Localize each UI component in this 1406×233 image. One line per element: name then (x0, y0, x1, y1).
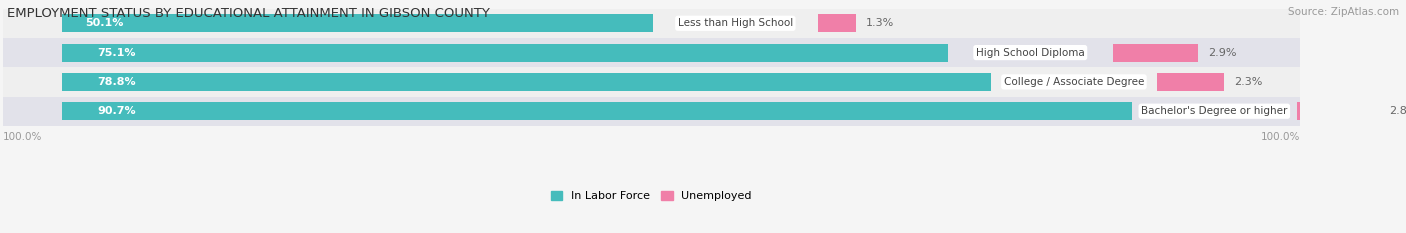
Text: High School Diploma: High School Diploma (976, 48, 1084, 58)
Bar (1296, 102, 1379, 120)
Text: 2.3%: 2.3% (1234, 77, 1263, 87)
Text: 90.7%: 90.7% (97, 106, 136, 116)
Legend: In Labor Force, Unemployed: In Labor Force, Unemployed (551, 191, 752, 201)
Bar (1157, 73, 1225, 91)
Text: Source: ZipAtlas.com: Source: ZipAtlas.com (1288, 7, 1399, 17)
Text: 75.1%: 75.1% (97, 48, 135, 58)
Text: Less than High School: Less than High School (678, 18, 793, 28)
Text: 2.8%: 2.8% (1389, 106, 1406, 116)
Text: 1.3%: 1.3% (866, 18, 894, 28)
Text: EMPLOYMENT STATUS BY EDUCATIONAL ATTAINMENT IN GIBSON COUNTY: EMPLOYMENT STATUS BY EDUCATIONAL ATTAINM… (7, 7, 489, 20)
Text: 100.0%: 100.0% (3, 132, 42, 142)
Bar (62, 44, 948, 62)
Bar (818, 14, 856, 32)
Bar (3, 96, 1301, 126)
Text: 100.0%: 100.0% (1261, 132, 1301, 142)
Bar (3, 38, 1301, 67)
Bar (62, 102, 1132, 120)
Text: Bachelor's Degree or higher: Bachelor's Degree or higher (1142, 106, 1288, 116)
Bar (3, 67, 1301, 96)
Text: 78.8%: 78.8% (97, 77, 136, 87)
Text: College / Associate Degree: College / Associate Degree (1004, 77, 1144, 87)
Bar (3, 9, 1301, 38)
Bar (1114, 44, 1198, 62)
Bar (62, 14, 652, 32)
Text: 50.1%: 50.1% (86, 18, 124, 28)
Bar (62, 73, 991, 91)
Text: 2.9%: 2.9% (1208, 48, 1236, 58)
